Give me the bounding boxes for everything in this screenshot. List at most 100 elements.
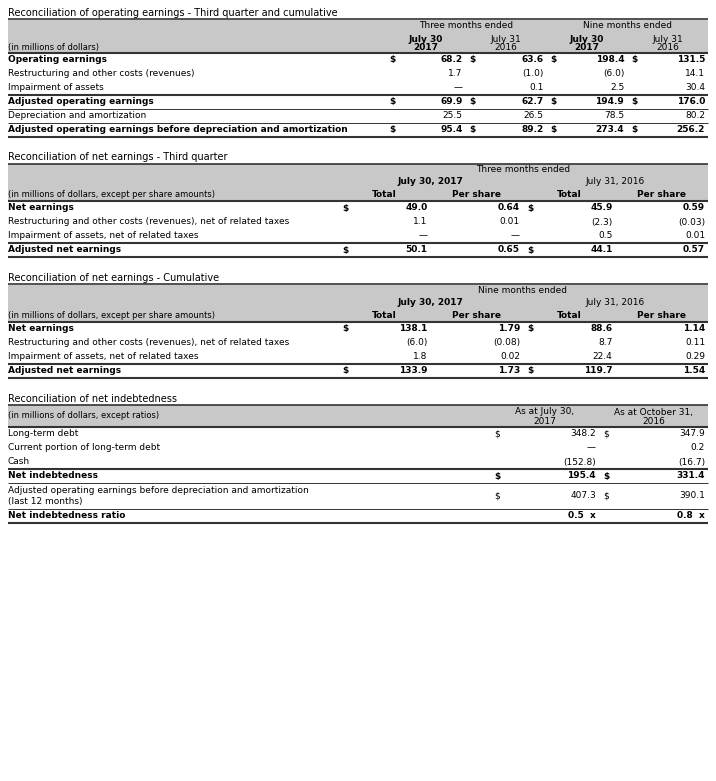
Text: $: $	[551, 97, 557, 106]
Text: 30.4: 30.4	[685, 83, 705, 92]
Text: July 31, 2016: July 31, 2016	[586, 298, 645, 307]
Text: Net indebtedness ratio: Net indebtedness ratio	[8, 512, 125, 520]
Text: 256.2: 256.2	[677, 125, 705, 134]
Bar	[8, 33, 708, 52]
Text: July 31: July 31	[652, 35, 683, 44]
Text: Adjusted net earnings: Adjusted net earnings	[8, 245, 121, 255]
Text: Reconciliation of net indebtedness: Reconciliation of net indebtedness	[8, 394, 177, 404]
Bar	[8, 284, 708, 297]
Text: Per share: Per share	[453, 190, 501, 199]
Text: 273.4: 273.4	[596, 125, 624, 134]
Text: $: $	[342, 366, 348, 375]
Text: Adjusted operating earnings: Adjusted operating earnings	[8, 97, 154, 106]
Text: Adjusted operating earnings before depreciation and amortization
(last 12 months: Adjusted operating earnings before depre…	[8, 487, 309, 506]
Text: Impairment of assets: Impairment of assets	[8, 83, 104, 92]
Text: $: $	[551, 55, 557, 64]
Text: 0.65: 0.65	[498, 245, 520, 255]
Text: 2016: 2016	[656, 43, 679, 52]
Text: Total: Total	[372, 190, 397, 199]
Text: 2017: 2017	[413, 43, 438, 52]
Text: Restructuring and other costs (revenues), net of related taxes: Restructuring and other costs (revenues)…	[8, 217, 289, 226]
Text: Long-term debt: Long-term debt	[8, 430, 78, 438]
Text: —: —	[454, 83, 463, 92]
Text: Three months ended: Three months ended	[476, 166, 570, 174]
Text: (in millions of dollars): (in millions of dollars)	[8, 43, 99, 52]
Text: $: $	[527, 324, 533, 333]
Text: Net indebtedness: Net indebtedness	[8, 472, 98, 480]
Text: 1.14: 1.14	[683, 324, 705, 333]
Text: Three months ended: Three months ended	[419, 22, 513, 30]
Text: $: $	[389, 125, 395, 134]
Text: 0.02: 0.02	[500, 352, 520, 361]
Text: Impairment of assets, net of related taxes: Impairment of assets, net of related tax…	[8, 352, 198, 361]
Text: (1.0): (1.0)	[522, 69, 543, 78]
Text: 0.5  x: 0.5 x	[569, 512, 596, 520]
Text: 45.9: 45.9	[590, 204, 612, 212]
Text: (16.7): (16.7)	[678, 458, 705, 466]
Text: 2016: 2016	[495, 43, 518, 52]
Text: July 31, 2016: July 31, 2016	[586, 177, 645, 187]
Text: 68.2: 68.2	[440, 55, 463, 64]
Text: 0.2: 0.2	[691, 444, 705, 452]
Text: 1.73: 1.73	[498, 366, 520, 375]
Text: Adjusted operating earnings before depreciation and amortization: Adjusted operating earnings before depre…	[8, 125, 348, 134]
Text: —: —	[587, 444, 596, 452]
Text: 0.1: 0.1	[529, 83, 543, 92]
Text: Reconciliation of net earnings - Cumulative: Reconciliation of net earnings - Cumulat…	[8, 273, 219, 283]
Text: 390.1: 390.1	[679, 491, 705, 501]
Text: 63.6: 63.6	[521, 55, 543, 64]
Text: 119.7: 119.7	[584, 366, 612, 375]
Text: 1.7: 1.7	[448, 69, 463, 78]
Text: (152.8): (152.8)	[563, 458, 596, 466]
Text: $: $	[632, 55, 637, 64]
Text: 50.1: 50.1	[405, 245, 427, 255]
Text: $: $	[389, 55, 395, 64]
Text: 80.2: 80.2	[685, 111, 705, 120]
Text: Per share: Per share	[453, 311, 501, 319]
Text: 25.5: 25.5	[442, 111, 463, 120]
Text: $: $	[603, 430, 609, 438]
Text: 348.2: 348.2	[571, 430, 596, 438]
Text: 1.54: 1.54	[683, 366, 705, 375]
Text: 26.5: 26.5	[523, 111, 543, 120]
Bar	[8, 20, 708, 33]
Text: Restructuring and other costs (revenues): Restructuring and other costs (revenues)	[8, 69, 195, 78]
Text: $: $	[494, 430, 500, 438]
Text: As at July 30,: As at July 30,	[515, 408, 574, 416]
Text: $: $	[632, 97, 637, 106]
Text: (6.0): (6.0)	[406, 338, 427, 347]
Text: 195.4: 195.4	[567, 472, 596, 480]
Text: —: —	[511, 231, 520, 241]
Text: Operating earnings: Operating earnings	[8, 55, 107, 64]
Text: 1.1: 1.1	[413, 217, 427, 226]
Text: 138.1: 138.1	[399, 324, 427, 333]
Text: Nine months ended: Nine months ended	[583, 22, 672, 30]
Text: $: $	[389, 97, 395, 106]
Text: $: $	[551, 125, 557, 134]
Text: $: $	[470, 97, 476, 106]
Text: $: $	[342, 324, 348, 333]
Text: Total: Total	[557, 311, 581, 319]
Text: 89.2: 89.2	[521, 125, 543, 134]
Text: July 30, 2017: July 30, 2017	[397, 177, 463, 187]
Text: Net earnings: Net earnings	[8, 204, 74, 212]
Text: 8.7: 8.7	[598, 338, 612, 347]
Text: —: —	[418, 231, 427, 241]
Text: 0.8  x: 0.8 x	[677, 512, 705, 520]
Text: 69.9: 69.9	[440, 97, 463, 106]
Text: 2017: 2017	[574, 43, 599, 52]
Text: 49.0: 49.0	[405, 204, 427, 212]
Text: Per share: Per share	[637, 190, 686, 199]
Text: $: $	[603, 491, 609, 501]
Text: (0.08): (0.08)	[493, 338, 520, 347]
Text: $: $	[527, 366, 533, 375]
Text: $: $	[603, 472, 609, 480]
Bar	[8, 164, 708, 176]
Text: (2.3): (2.3)	[591, 217, 612, 226]
Text: $: $	[342, 245, 348, 255]
Bar	[8, 297, 708, 308]
Text: Net earnings: Net earnings	[8, 324, 74, 333]
Text: Reconciliation of net earnings - Third quarter: Reconciliation of net earnings - Third q…	[8, 152, 228, 162]
Text: (0.03): (0.03)	[678, 217, 705, 226]
Text: July 30, 2017: July 30, 2017	[397, 298, 463, 307]
